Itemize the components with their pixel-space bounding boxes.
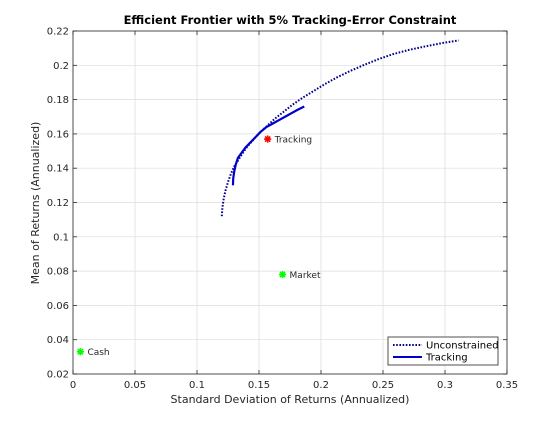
y-tick-label: 0.04 xyxy=(47,335,69,346)
point-label-tracking: Tracking xyxy=(274,136,312,146)
y-tick-label: 0.14 xyxy=(47,164,69,175)
x-tick-label: 0 xyxy=(70,380,76,391)
point-label-market: Market xyxy=(290,271,321,281)
series-line-unconstrained xyxy=(220,39,459,217)
x-tick-label: 0.15 xyxy=(248,380,270,391)
y-tick-label: 0.08 xyxy=(47,267,69,278)
point-tracking xyxy=(264,135,272,143)
y-tick-label: 0.06 xyxy=(47,301,69,312)
point-market xyxy=(278,270,287,279)
x-tick-label: 0.2 xyxy=(313,380,329,391)
point-label-cash: Cash xyxy=(87,348,109,358)
point-cash xyxy=(76,348,85,356)
x-tick-label: 0.05 xyxy=(124,380,146,391)
series-line-tracking xyxy=(231,105,305,186)
legend-label-tracking: Tracking xyxy=(425,353,468,364)
y-tick-label: 0.22 xyxy=(47,27,69,38)
y-tick-label: 0.12 xyxy=(47,198,69,209)
y-tick-label: 0.02 xyxy=(47,370,69,381)
chart-title: Efficient Frontier with 5% Tracking-Erro… xyxy=(124,13,457,27)
x-axis-label: Standard Deviation of Returns (Annualize… xyxy=(171,393,410,406)
y-axis-label: Mean of Returns (Annualized) xyxy=(29,122,42,285)
y-tick-label: 0.16 xyxy=(47,129,69,140)
x-tick-label: 0.3 xyxy=(437,380,453,391)
y-tick-label: 0.18 xyxy=(47,95,69,106)
legend-label-unconstrained: Unconstrained xyxy=(426,341,499,352)
x-tick-label: 0.1 xyxy=(189,380,205,391)
legend-box xyxy=(387,336,499,366)
x-tick-label: 0.35 xyxy=(496,380,518,391)
y-tick-label: 0.1 xyxy=(53,232,69,243)
axis-ticks: 0 0.05 0.1 0.15 0.2 0.25 0.3 0.35 0.02 0.04 0.06 0.… xyxy=(47,27,518,392)
points-layer: Tracking Market Cash xyxy=(76,135,321,358)
series-layer xyxy=(220,39,459,217)
y-tick-label: 0.2 xyxy=(53,61,69,72)
x-tick-label: 0.25 xyxy=(372,380,394,391)
